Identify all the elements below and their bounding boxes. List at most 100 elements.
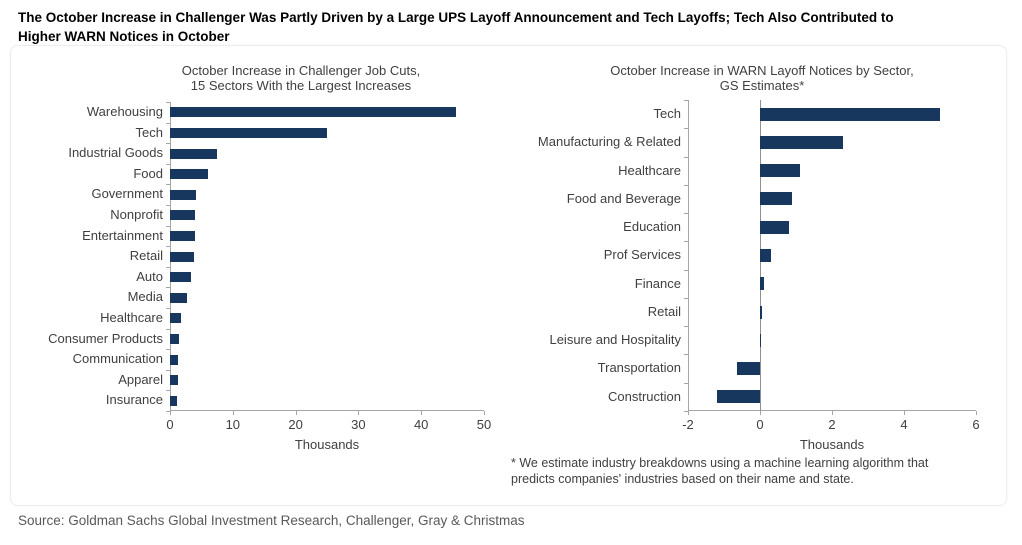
- y-axis-tick: [166, 287, 170, 289]
- x-axis-tick: [295, 411, 297, 415]
- x-axis-tick: [976, 411, 977, 415]
- category-label: Communication: [72, 351, 163, 367]
- category-label: Tech: [135, 124, 163, 140]
- y-axis-tick: [166, 369, 170, 371]
- bar-retail: [170, 251, 194, 262]
- y-axis-tick: [166, 411, 170, 412]
- y-axis-tick: [684, 326, 688, 328]
- x-axis-tick: [421, 411, 423, 415]
- page-title-line-2: Higher WARN Notices in October: [18, 29, 230, 44]
- x-tick-label: 0: [756, 417, 764, 432]
- y-axis-tick: [684, 156, 688, 158]
- x-axis-unit-label: Thousands: [799, 437, 865, 452]
- category-label: Entertainment: [82, 227, 163, 243]
- category-label: Leisure and Hospitality: [549, 332, 681, 348]
- x-tick-label: 6: [972, 417, 980, 432]
- x-axis-tick: [484, 411, 485, 415]
- x-tick-label: 4: [900, 417, 908, 432]
- y-axis-tick: [684, 411, 688, 412]
- bar-construction: [716, 390, 760, 404]
- x-tick-label: 20: [288, 417, 303, 432]
- bar-food: [170, 169, 208, 180]
- bar-warehousing: [170, 107, 456, 118]
- x-axis-tick: [358, 411, 360, 415]
- x-axis-tick: [170, 411, 171, 415]
- x-tick-label: 2: [828, 417, 836, 432]
- challenger-chart-title: October Increase in Challenger Job Cuts,…: [81, 63, 521, 93]
- category-label: Food: [133, 165, 163, 181]
- bar-healthcare: [760, 164, 800, 178]
- x-tick-label: 10: [225, 417, 241, 432]
- category-label: Manufacturing & Related: [537, 134, 681, 150]
- y-axis-tick: [684, 213, 688, 215]
- chart-footnote: * We estimate industry breakdowns using …: [511, 455, 991, 487]
- bar-leisure-and-hospitality: [760, 333, 762, 347]
- category-label: Prof Services: [603, 247, 681, 263]
- bar-tech: [170, 127, 327, 138]
- category-label: Retail: [129, 248, 163, 264]
- x-tick-label: 30: [351, 417, 366, 432]
- y-axis-tick: [166, 246, 170, 248]
- bar-apparel: [170, 375, 179, 386]
- challenger-chart-title-line-2: 15 Sectors With the Largest Increases: [190, 78, 412, 93]
- page-title: The October Increase in Challenger Was P…: [18, 8, 1013, 46]
- x-axis-tick: [688, 411, 689, 415]
- bar-auto: [170, 272, 192, 283]
- category-label: Finance: [634, 275, 681, 291]
- category-label: Transportation: [597, 360, 681, 376]
- source-attribution: Source: Goldman Sachs Global Investment …: [18, 513, 525, 528]
- x-tick-label: 40: [413, 417, 429, 432]
- y-axis-tick: [166, 184, 170, 186]
- bar-communication: [170, 354, 179, 365]
- y-axis-tick: [684, 269, 688, 271]
- challenger-chart-title-line-1: October Increase in Challenger Job Cuts,: [181, 63, 421, 78]
- y-axis-tick: [166, 102, 170, 103]
- category-label: Apparel: [118, 371, 163, 387]
- charts-panel: October Increase in Challenger Job Cuts,…: [10, 45, 1007, 506]
- category-label: Education: [623, 219, 681, 235]
- y-axis-tick: [166, 390, 170, 392]
- x-tick-label: 50: [476, 417, 492, 432]
- x-axis-tick: [832, 411, 833, 415]
- y-axis-tick: [166, 349, 170, 351]
- category-label: Government: [91, 186, 163, 202]
- y-axis-tick: [684, 354, 688, 356]
- y-axis-tick: [684, 184, 688, 186]
- category-label: Consumer Products: [48, 330, 163, 346]
- category-label: Industrial Goods: [68, 145, 163, 161]
- bar-government: [170, 189, 196, 200]
- bar-insurance: [170, 395, 177, 406]
- category-label: Tech: [653, 106, 681, 121]
- category-label: Retail: [647, 303, 681, 319]
- category-label: Media: [127, 289, 163, 305]
- category-label: Warehousing: [86, 104, 163, 119]
- category-label: Auto: [136, 268, 163, 284]
- category-label: Healthcare: [100, 310, 163, 325]
- y-axis-tick: [684, 382, 688, 384]
- category-label: Healthcare: [618, 162, 681, 178]
- y-axis-tick: [166, 143, 170, 145]
- y-axis-tick: [166, 308, 170, 309]
- category-label: Construction: [608, 388, 681, 404]
- warn-chart-title: October Increase in WARN Layoff Notices …: [522, 63, 1002, 93]
- y-axis-tick: [684, 128, 688, 130]
- x-axis-tick: [760, 411, 761, 415]
- bar-finance: [760, 277, 764, 291]
- plot-area: [688, 100, 976, 411]
- bar-prof-services: [760, 249, 771, 262]
- warn-chart-title-line-2: GS Estimates*: [719, 78, 805, 93]
- y-axis-tick: [166, 328, 170, 330]
- bar-retail: [760, 305, 762, 319]
- bar-transportation: [736, 362, 760, 376]
- x-axis-tick: [904, 411, 905, 415]
- warn-chart-title-line-1: October Increase in WARN Layoff Notices …: [610, 63, 914, 78]
- x-axis-unit-label: Thousands: [294, 437, 360, 452]
- category-label: Nonprofit: [110, 207, 163, 222]
- bar-consumer-products: [170, 333, 180, 344]
- bar-healthcare: [170, 313, 181, 324]
- y-axis-tick: [166, 225, 170, 227]
- bar-media: [170, 292, 187, 303]
- x-tick-label: 0: [166, 417, 174, 432]
- y-axis-tick: [684, 297, 688, 299]
- category-label: Food and Beverage: [566, 190, 681, 206]
